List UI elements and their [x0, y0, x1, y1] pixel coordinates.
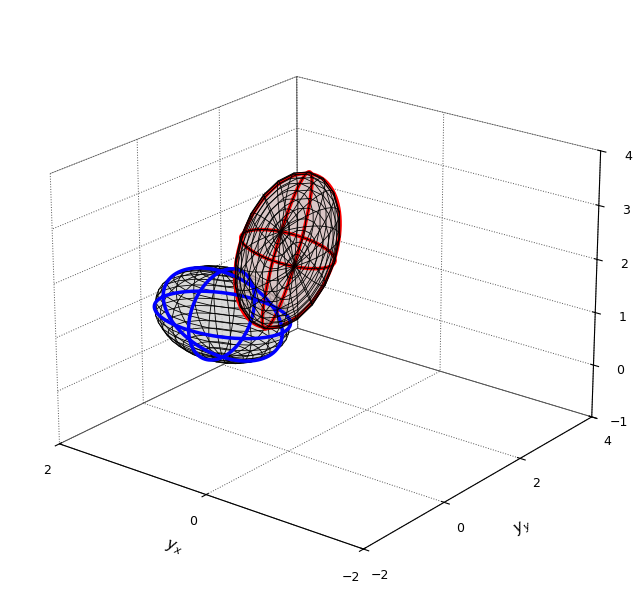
X-axis label: $y_x$: $y_x$ [163, 536, 184, 557]
Y-axis label: $y_y$: $y_y$ [511, 516, 536, 540]
